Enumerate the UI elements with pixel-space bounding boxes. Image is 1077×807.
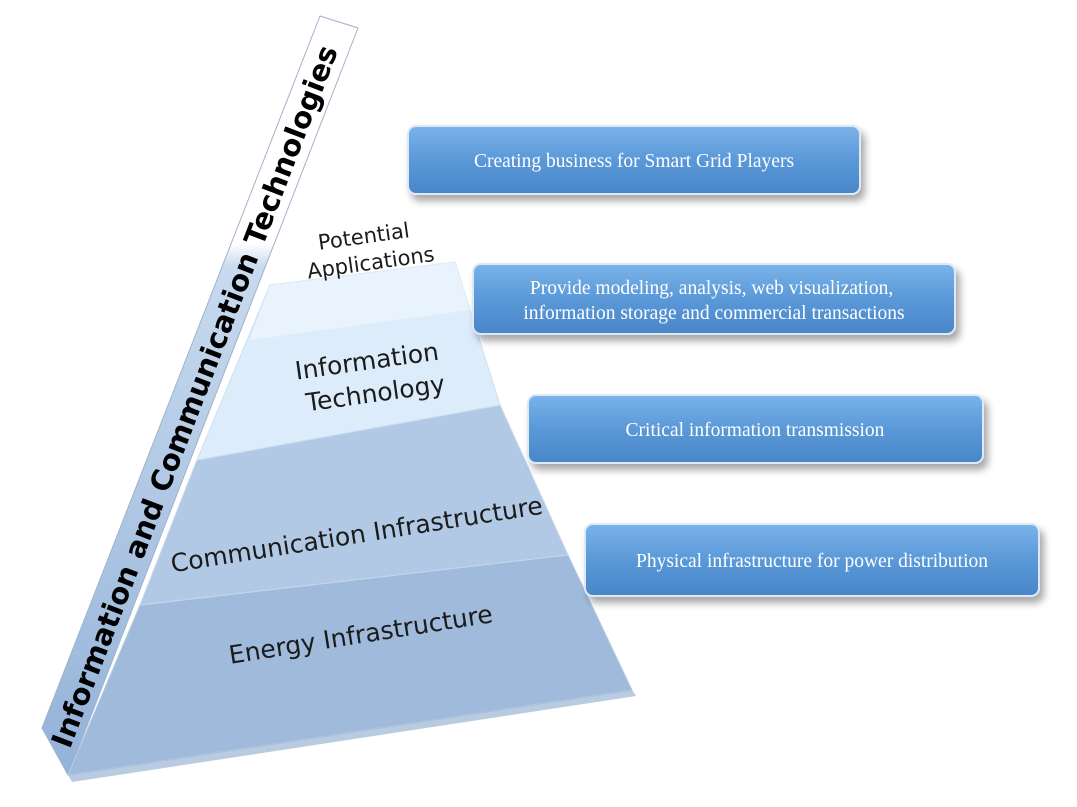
callout-text: Provide modeling, analysis, web visualiz… [523,278,904,324]
callouts: Creating business for Smart Grid Players… [407,125,1040,597]
callout-line: information storage and commercial trans… [523,303,904,324]
callout-line: Physical infrastructure for power distri… [636,551,988,572]
callout-box [407,125,861,195]
callout-box [527,394,984,464]
callout-box [584,523,1040,597]
callout-line: Creating business for Smart Grid Players [474,151,794,172]
pyramid-base-shadow [68,690,636,782]
callout-line: Critical information transmission [626,420,885,441]
callout-creating-business: Creating business for Smart Grid Players [407,125,861,195]
callout-physical-infrastructure: Physical infrastructure for power distri… [584,523,1040,597]
callout-text: Critical information transmission [626,420,885,441]
callout-box [472,263,956,335]
callout-text: Creating business for Smart Grid Players [474,151,794,172]
callout-text: Physical infrastructure for power distri… [636,551,988,572]
tier-label-potential-applications: Potential Applications [302,215,436,283]
callout-critical-transmission: Critical information transmission [527,394,984,464]
callout-line: Provide modeling, analysis, web visualiz… [530,278,893,299]
tier-information-technology-highlight [250,262,470,340]
callout-modeling-analysis: Provide modeling, analysis, web visualiz… [472,263,956,335]
pyramid [67,261,636,782]
